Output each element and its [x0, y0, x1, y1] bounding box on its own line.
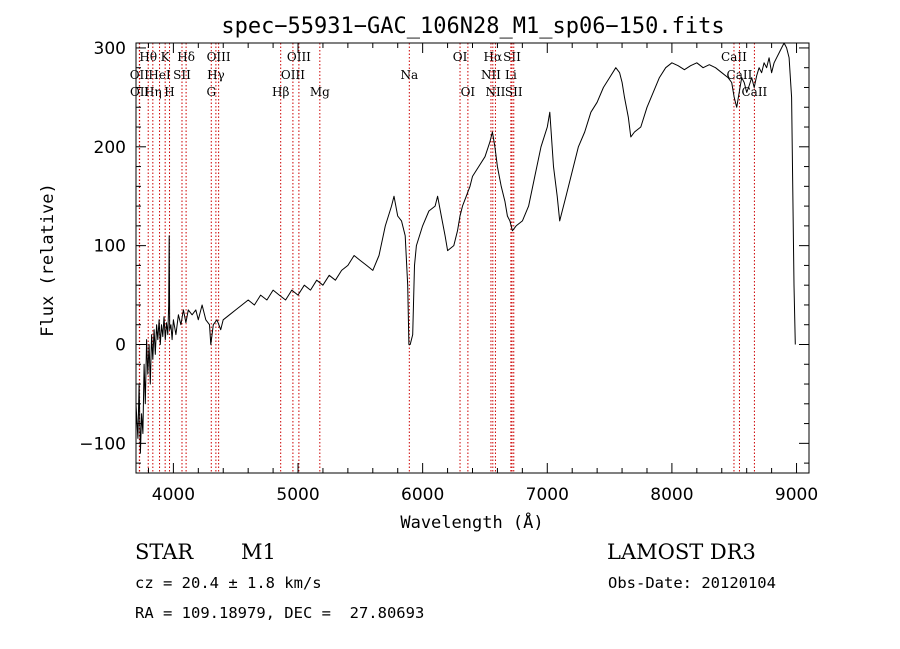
x-axis-label: Wavelength (Å)	[400, 511, 543, 533]
spectral-line-label: OI	[453, 50, 468, 64]
spectral-line-label: Hδ	[177, 50, 195, 64]
spectral-line-label: SII	[503, 50, 521, 64]
spectral-line-label: Hα	[484, 50, 503, 64]
spectral-line-label: CaII	[721, 50, 747, 64]
spectral-line-label: HeI	[148, 68, 171, 82]
spectral-line-label: Hθ	[139, 50, 157, 64]
object-class: STAR	[135, 540, 194, 564]
x-tick-label: 9000	[775, 485, 818, 505]
spectral-line-label: K	[161, 50, 171, 64]
object-subclass: M1	[241, 540, 276, 564]
redshift-text: cz = 20.4 ± 1.8 km/s	[135, 574, 322, 592]
spectral-line-label: OII	[130, 85, 150, 99]
spectral-line-label: Mg	[310, 85, 330, 99]
y-axis-label: Flux (relative)	[38, 183, 58, 337]
spectral-line-label: Hγ	[207, 68, 225, 82]
spectral-line-label: OIII	[287, 50, 311, 64]
spectral-line-label: OI	[461, 85, 476, 99]
spectral-line-label: SII	[505, 85, 523, 99]
chart-title: spec−55931−GAC_106N28_M1_sp06−150.fits	[221, 14, 724, 39]
spectral-line-label: H	[164, 85, 174, 99]
spectral-line-label: NII	[485, 85, 505, 99]
spectral-line-label: Hη	[144, 85, 162, 99]
spectrum-series	[135, 42, 796, 454]
spectrum-line	[135, 42, 796, 454]
x-axis: 4000 5000 6000 7000 8000 9000	[147, 43, 818, 505]
spectral-line-label: Na	[400, 68, 418, 82]
y-tick-label: 100	[94, 237, 126, 257]
spectral-line-label: SII	[173, 68, 191, 82]
survey-name: LAMOST DR3	[607, 540, 756, 564]
spectral-line-label: OIII	[207, 50, 231, 64]
x-tick-label: 4000	[152, 485, 195, 505]
obs-date-text: Obs-Date: 20120104	[608, 574, 776, 592]
spectral-line-label: NII	[481, 68, 501, 82]
spectral-line-label: OIII	[281, 68, 305, 82]
coordinates-text: RA = 109.18979, DEC = 27.80693	[135, 604, 425, 622]
y-tick-label: −100	[79, 434, 126, 454]
y-tick-label: 200	[94, 138, 126, 158]
y-tick-label: 300	[94, 39, 126, 59]
spectral-line-label: CaII	[727, 68, 753, 82]
plot-frame	[135, 42, 810, 474]
y-tick-label: 0	[115, 335, 126, 355]
x-tick-label: 5000	[276, 485, 319, 505]
x-tick-label: 8000	[650, 485, 693, 505]
spectral-line-label: Hβ	[272, 85, 289, 99]
x-tick-label: 6000	[401, 485, 444, 505]
spectral-line-label: G	[206, 85, 216, 99]
x-tick-label: 7000	[526, 485, 569, 505]
spectral-line-label: Li	[505, 68, 517, 82]
y-axis: −100 0 100 200 300	[79, 39, 809, 464]
